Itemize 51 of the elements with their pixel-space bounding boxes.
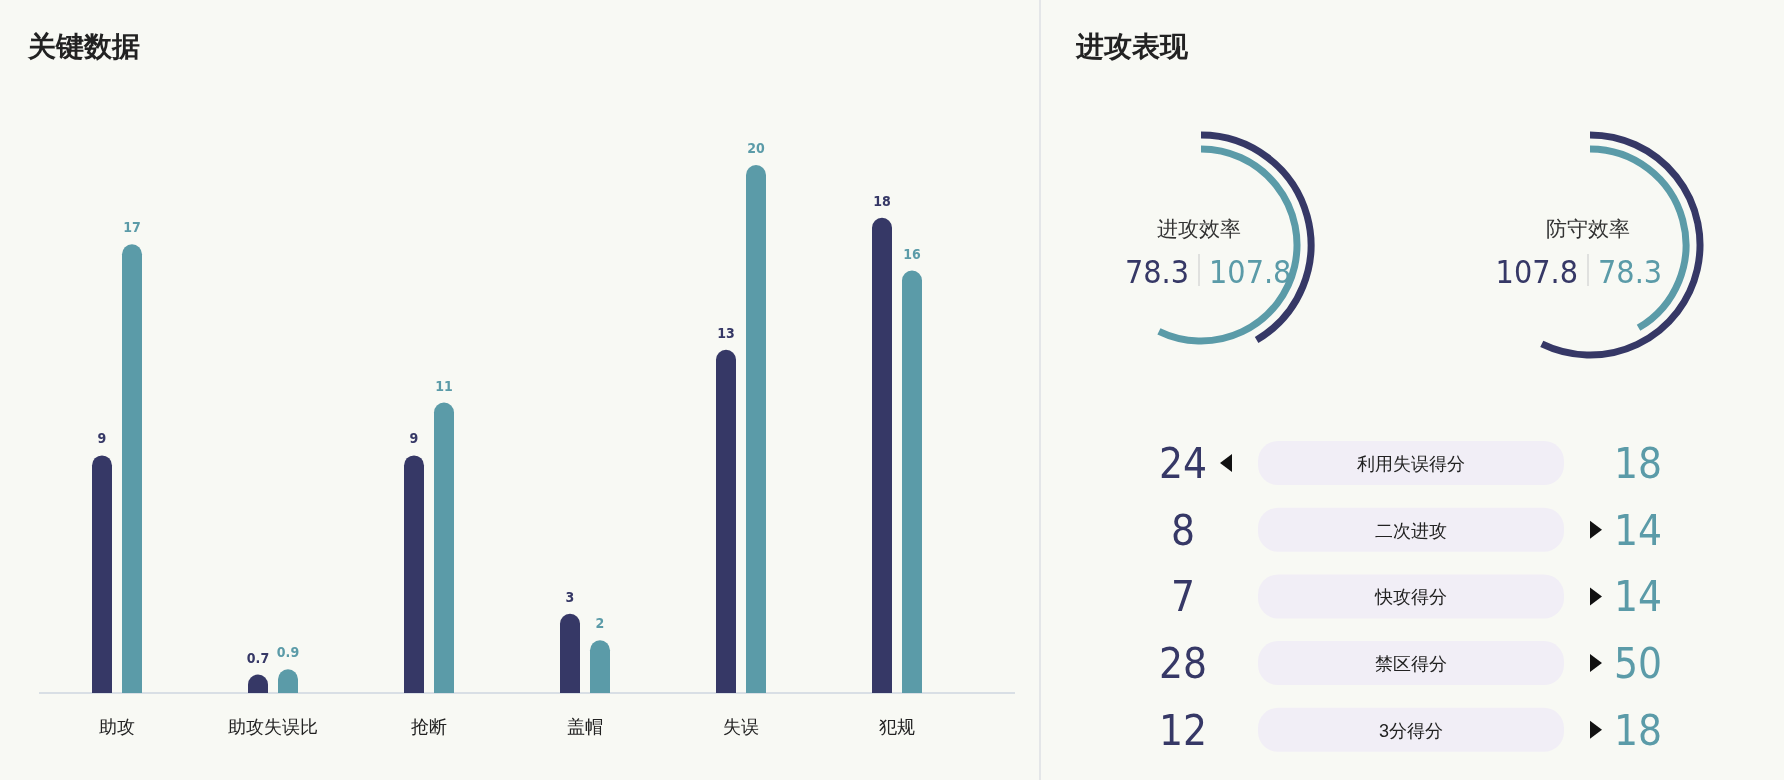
data-label: 7 [1170, 572, 1196, 622]
data-label: 3 [565, 588, 575, 605]
bar [590, 640, 610, 693]
x-tick-label: 失误 [723, 717, 759, 737]
data-label: 50 [1613, 639, 1663, 689]
category-label: 3分得分 [1378, 720, 1444, 741]
data-label: 20 [747, 140, 765, 156]
data-label: 16 [903, 245, 921, 262]
category-label: 二次进攻 [1375, 520, 1447, 541]
bar [434, 402, 454, 693]
x-tick-label: 抢断 [411, 717, 447, 737]
data-label: 78.3 [1598, 253, 1663, 291]
bar [872, 217, 892, 693]
x-tick-label: 盖帽 [567, 717, 603, 737]
data-label: 24 [1158, 439, 1208, 488]
data-label: 14 [1613, 505, 1663, 555]
category-label: 进攻效率 [1157, 217, 1241, 240]
x-tick-label: 犯规 [879, 717, 915, 737]
data-label: 12 [1158, 705, 1208, 755]
data-label: 8 [1170, 505, 1196, 555]
data-label: 0.9 [276, 644, 300, 661]
data-label: 107.8 [1209, 253, 1292, 291]
data-label: 11 [435, 377, 453, 394]
bar [902, 270, 922, 693]
category-label: 快攻得分 [1374, 587, 1447, 608]
bar [746, 165, 766, 693]
category-label: 防守效率 [1546, 217, 1630, 240]
data-label: 9 [409, 430, 419, 447]
x-tick-label: 助攻 [99, 717, 135, 737]
data-label: 18 [873, 192, 891, 209]
data-label: 18 [1613, 439, 1663, 488]
data-label: 78.3 [1124, 253, 1189, 291]
data-label: 28 [1158, 639, 1208, 689]
data-label: 107.8 [1495, 253, 1578, 291]
data-label: 9 [97, 430, 107, 447]
chart-title: 关键数据 [27, 31, 140, 62]
bar [404, 455, 424, 693]
bar [122, 244, 142, 693]
bar [92, 455, 112, 693]
text: 进攻表现 [1075, 31, 1189, 62]
bar [560, 613, 580, 693]
category-label: 利用失误得分 [1357, 454, 1465, 474]
data-label: 17 [123, 219, 141, 236]
data-label: 2 [595, 615, 605, 632]
data-label: 0.7 [246, 649, 270, 666]
category-label: 禁区得分 [1375, 654, 1447, 675]
data-label: 13 [717, 324, 735, 341]
x-tick-label: 助攻失误比 [228, 717, 318, 737]
data-label: 18 [1613, 705, 1663, 755]
data-label: 14 [1613, 572, 1663, 622]
bar [716, 349, 736, 693]
